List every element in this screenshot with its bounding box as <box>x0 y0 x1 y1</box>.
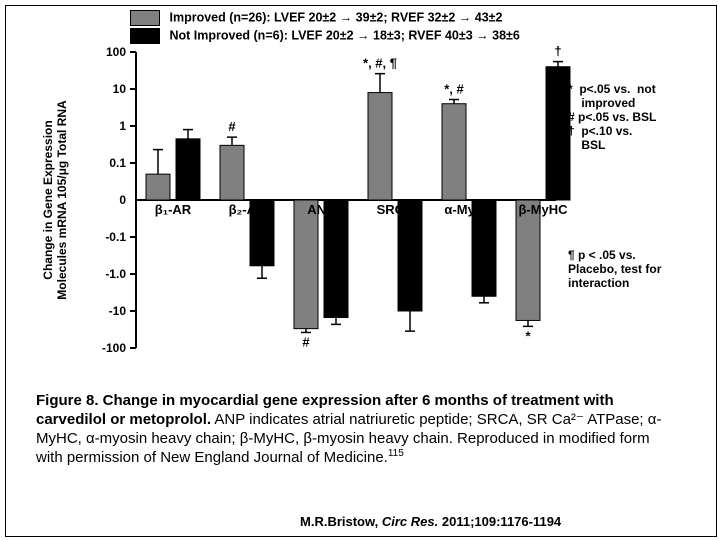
svg-text:*, #, ¶: *, #, ¶ <box>363 56 397 71</box>
chart-area: Improved (n=26): LVEF 20±2 → 39±2; RVEF … <box>40 10 680 365</box>
bar-chart: 100 10 1 0.1 -0.1 -1.0 -10 -100 0 Change in Gene … <box>40 10 680 365</box>
citation-journal: Circ Res. <box>382 514 438 529</box>
svg-text:β₁-AR: β₁-AR <box>155 202 192 217</box>
citation-ref: 2011;109:1176-1194 <box>442 514 561 529</box>
svg-text:-1.0: -1.0 <box>105 267 126 281</box>
figure-caption: Figure 8. Change in myocardial gene expr… <box>36 392 676 468</box>
svg-text:-100: -100 <box>102 341 126 355</box>
svg-text:#: # <box>228 119 236 134</box>
swatch-notimproved <box>130 28 160 44</box>
svg-text:α-MyHC: α-MyHC <box>444 202 494 217</box>
svg-text:1: 1 <box>119 119 126 133</box>
svg-text:β₂-AR: β₂-AR <box>229 202 266 217</box>
svg-text:-10: -10 <box>109 304 127 318</box>
svg-text:β-MyHC: β-MyHC <box>518 202 568 217</box>
figure-container: Improved (n=26): LVEF 20±2 → 39±2; RVEF … <box>0 0 720 540</box>
svg-text:SRCA: SRCA <box>377 202 414 217</box>
svg-text:†: † <box>554 44 561 59</box>
sig-block-1: * p<.05 vs. not improved # p<.05 vs. BSL… <box>568 82 678 152</box>
svg-text:0.1: 0.1 <box>109 156 126 170</box>
legend-notimproved: Not Improved (n=6): LVEF 20±2 → 18±3; RV… <box>130 28 520 44</box>
svg-text:*, #: *, # <box>444 82 464 97</box>
legend-improved-label: Improved (n=26): LVEF 20±2 → 39±2; RVEF … <box>169 10 502 24</box>
legend-notimproved-label: Not Improved (n=6): LVEF 20±2 → 18±3; RV… <box>169 28 519 42</box>
svg-text:100: 100 <box>106 45 126 59</box>
svg-text:Change in Gene ExpressionMolec: Change in Gene ExpressionMolecules mRNA … <box>41 100 69 300</box>
svg-text:ANP: ANP <box>307 202 335 217</box>
svg-text:-0.1: -0.1 <box>105 230 126 244</box>
svg-text:0: 0 <box>119 193 126 207</box>
svg-text:#: # <box>302 334 310 349</box>
svg-text:10: 10 <box>113 82 127 96</box>
citation: M.R.Bristow, Circ Res. 2011;109:1176-119… <box>300 514 561 529</box>
legend-improved: Improved (n=26): LVEF 20±2 → 39±2; RVEF … <box>130 10 503 26</box>
sig-block-2: ¶ p < .05 vs. Placebo, test for interact… <box>568 248 678 290</box>
swatch-improved <box>130 10 160 26</box>
citation-author: M.R.Bristow, <box>300 514 378 529</box>
caption-sup: 115 <box>388 448 404 459</box>
